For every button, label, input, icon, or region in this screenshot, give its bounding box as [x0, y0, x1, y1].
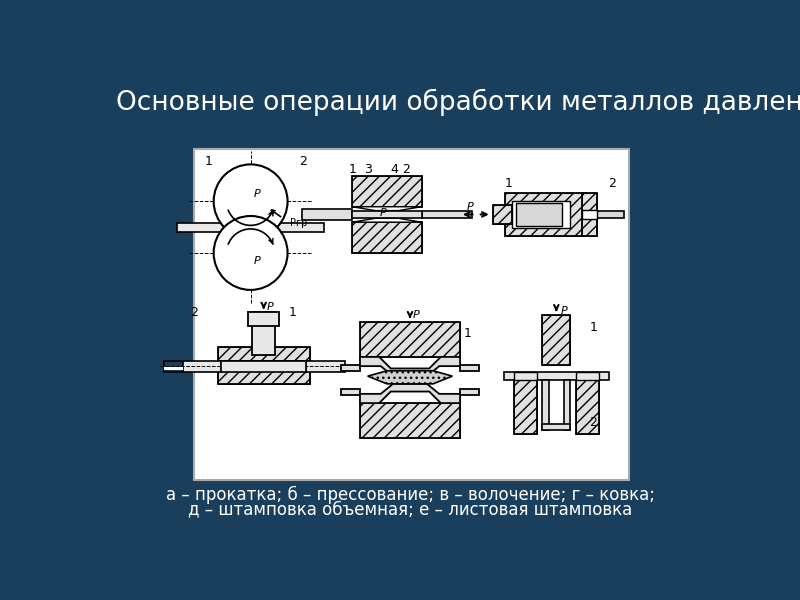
- Bar: [460, 365, 479, 371]
- Bar: [575, 372, 598, 380]
- Bar: [514, 380, 537, 434]
- Text: P: P: [380, 208, 386, 218]
- Bar: [360, 322, 460, 357]
- Bar: [505, 193, 586, 236]
- Bar: [505, 193, 586, 236]
- Bar: [248, 312, 279, 326]
- Bar: [194, 149, 630, 480]
- Bar: [514, 372, 537, 380]
- Bar: [218, 370, 310, 384]
- Bar: [352, 222, 422, 253]
- Text: P: P: [561, 305, 567, 316]
- Bar: [514, 380, 537, 434]
- Bar: [542, 314, 570, 365]
- Bar: [163, 367, 183, 370]
- Polygon shape: [352, 218, 422, 222]
- Bar: [422, 211, 472, 218]
- Polygon shape: [360, 384, 460, 403]
- Bar: [582, 193, 597, 236]
- Text: P: P: [254, 256, 260, 266]
- Text: Основные операции обработки металлов давлением: Основные операции обработки металлов дав…: [116, 89, 800, 116]
- Bar: [352, 222, 422, 253]
- Bar: [302, 209, 352, 220]
- Text: P: P: [413, 310, 419, 320]
- Bar: [352, 176, 422, 207]
- Bar: [341, 365, 360, 371]
- Bar: [222, 361, 306, 372]
- Text: 1: 1: [289, 306, 297, 319]
- Bar: [564, 380, 570, 430]
- Text: 2: 2: [190, 306, 198, 319]
- Bar: [542, 314, 570, 365]
- Bar: [575, 380, 598, 434]
- Bar: [460, 389, 479, 395]
- Bar: [575, 380, 598, 434]
- Bar: [183, 361, 222, 372]
- Text: P: P: [266, 302, 274, 312]
- Bar: [493, 205, 513, 224]
- Text: 1: 1: [204, 155, 212, 168]
- Text: 2: 2: [299, 155, 307, 168]
- Text: 2: 2: [402, 163, 410, 176]
- Text: 1: 1: [348, 163, 356, 176]
- Text: 2: 2: [590, 416, 597, 429]
- Circle shape: [214, 164, 287, 238]
- Bar: [516, 203, 562, 226]
- Polygon shape: [352, 207, 422, 211]
- Bar: [306, 361, 345, 372]
- Bar: [542, 424, 570, 430]
- Bar: [341, 389, 360, 395]
- Polygon shape: [368, 371, 452, 384]
- Text: Pгр: Pгр: [290, 218, 307, 228]
- Text: 3: 3: [364, 163, 371, 176]
- Bar: [360, 403, 460, 438]
- Text: 1: 1: [464, 328, 472, 340]
- Bar: [360, 403, 460, 438]
- Bar: [352, 211, 422, 218]
- Text: 1: 1: [590, 321, 597, 334]
- Circle shape: [214, 216, 287, 290]
- Bar: [252, 312, 275, 355]
- Bar: [597, 211, 624, 218]
- Bar: [178, 223, 324, 232]
- Text: P: P: [254, 188, 260, 199]
- Bar: [582, 193, 597, 236]
- Bar: [218, 347, 310, 361]
- Bar: [493, 205, 513, 224]
- Text: 2: 2: [609, 177, 617, 190]
- Text: а – прокатка; б – прессование; в – волочение; г – ковка;: а – прокатка; б – прессование; в – волоч…: [166, 486, 654, 505]
- Bar: [513, 200, 570, 229]
- Bar: [218, 370, 310, 384]
- Bar: [582, 210, 597, 219]
- Bar: [542, 380, 549, 430]
- Text: д – штамповка объемная; е – листовая штамповка: д – штамповка объемная; е – листовая шта…: [188, 500, 632, 518]
- Bar: [352, 176, 422, 207]
- Bar: [504, 372, 609, 380]
- Text: 4: 4: [390, 163, 398, 176]
- Bar: [218, 347, 310, 361]
- Polygon shape: [360, 357, 460, 376]
- Text: P: P: [466, 202, 474, 212]
- Text: 1: 1: [505, 177, 513, 190]
- Bar: [360, 322, 460, 357]
